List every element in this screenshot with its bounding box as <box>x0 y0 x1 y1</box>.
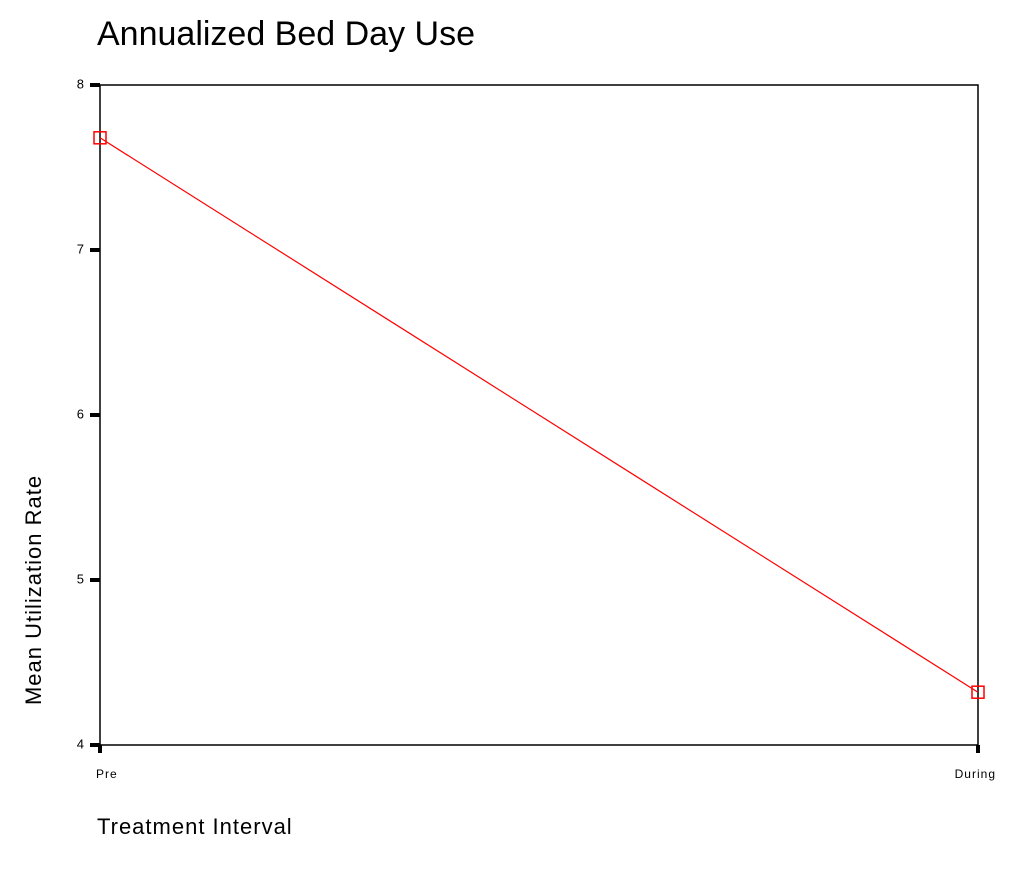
y-tick-label: 5 <box>77 571 84 586</box>
y-tick-label: 4 <box>77 736 84 751</box>
line <box>99 137 979 693</box>
x-axis-label: Treatment Interval <box>97 814 293 839</box>
point-marker <box>971 685 985 699</box>
y-tick-label: 6 <box>77 406 84 421</box>
point-marker <box>93 131 107 145</box>
x-tick-label: Pre <box>96 767 118 781</box>
y-tick-label: 8 <box>77 76 84 91</box>
y-tick-label: 7 <box>77 241 84 256</box>
x-tick-label: During <box>955 767 996 781</box>
y-axis-label: Mean Utilization Rate <box>21 475 46 705</box>
chart-title: Annualized Bed Day Use <box>97 15 475 53</box>
